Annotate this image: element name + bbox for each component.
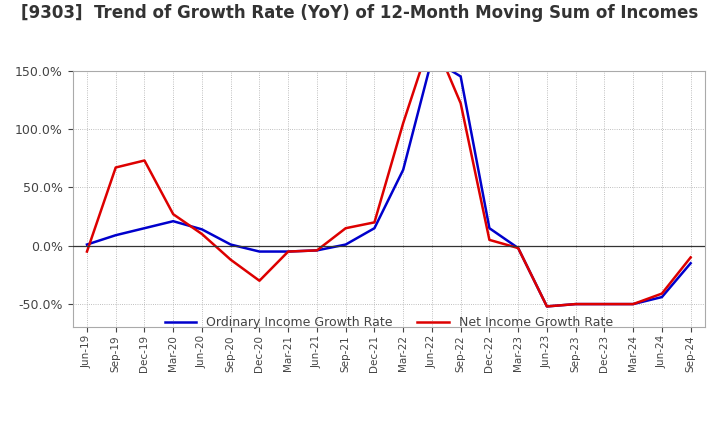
Net Income Growth Rate <box>600 301 608 307</box>
Ordinary Income Growth Rate <box>83 242 91 247</box>
Net Income Growth Rate <box>312 248 321 253</box>
Net Income Growth Rate <box>456 101 465 106</box>
Ordinary Income Growth Rate <box>112 233 120 238</box>
Net Income Growth Rate <box>255 278 264 283</box>
Line: Net Income Growth Rate: Net Income Growth Rate <box>87 36 690 306</box>
Text: [9303]  Trend of Growth Rate (YoY) of 12-Month Moving Sum of Incomes: [9303] Trend of Growth Rate (YoY) of 12-… <box>22 4 698 22</box>
Net Income Growth Rate <box>226 257 235 262</box>
Ordinary Income Growth Rate <box>428 56 436 62</box>
Net Income Growth Rate <box>370 220 379 225</box>
Ordinary Income Growth Rate <box>686 260 695 266</box>
Net Income Growth Rate <box>341 226 350 231</box>
Net Income Growth Rate <box>485 237 494 242</box>
Net Income Growth Rate <box>112 165 120 170</box>
Net Income Growth Rate <box>657 291 666 296</box>
Ordinary Income Growth Rate <box>572 301 580 307</box>
Ordinary Income Growth Rate <box>657 294 666 300</box>
Ordinary Income Growth Rate <box>341 242 350 247</box>
Ordinary Income Growth Rate <box>485 226 494 231</box>
Net Income Growth Rate <box>399 121 408 126</box>
Net Income Growth Rate <box>284 249 292 254</box>
Ordinary Income Growth Rate <box>399 167 408 172</box>
Net Income Growth Rate <box>686 255 695 260</box>
Ordinary Income Growth Rate <box>255 249 264 254</box>
Net Income Growth Rate <box>543 304 552 309</box>
Ordinary Income Growth Rate <box>456 74 465 79</box>
Net Income Growth Rate <box>629 301 637 307</box>
Ordinary Income Growth Rate <box>600 301 608 307</box>
Net Income Growth Rate <box>140 158 149 163</box>
Ordinary Income Growth Rate <box>312 248 321 253</box>
Ordinary Income Growth Rate <box>629 301 637 307</box>
Legend: Ordinary Income Growth Rate, Net Income Growth Rate: Ordinary Income Growth Rate, Net Income … <box>160 311 618 334</box>
Net Income Growth Rate <box>514 246 523 251</box>
Net Income Growth Rate <box>169 212 178 217</box>
Ordinary Income Growth Rate <box>197 227 206 232</box>
Ordinary Income Growth Rate <box>284 249 292 254</box>
Net Income Growth Rate <box>197 231 206 237</box>
Ordinary Income Growth Rate <box>169 219 178 224</box>
Ordinary Income Growth Rate <box>370 226 379 231</box>
Ordinary Income Growth Rate <box>226 242 235 247</box>
Ordinary Income Growth Rate <box>543 304 552 309</box>
Net Income Growth Rate <box>572 301 580 307</box>
Ordinary Income Growth Rate <box>514 246 523 251</box>
Ordinary Income Growth Rate <box>140 226 149 231</box>
Net Income Growth Rate <box>83 249 91 254</box>
Line: Ordinary Income Growth Rate: Ordinary Income Growth Rate <box>87 59 690 306</box>
Net Income Growth Rate <box>428 33 436 38</box>
